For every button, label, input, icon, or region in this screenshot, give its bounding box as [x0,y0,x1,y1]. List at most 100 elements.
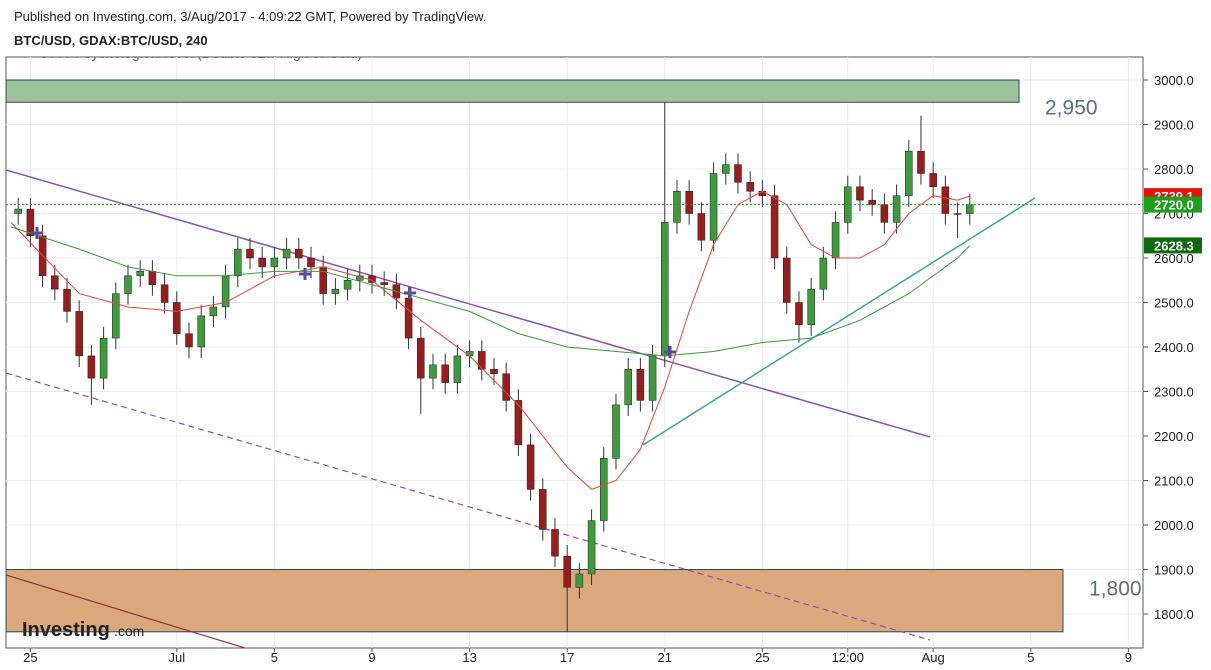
zone-label: 2,950 [1045,96,1098,119]
candle-body [758,191,767,196]
watermark-brand: Investing [22,619,110,641]
candle-body [770,195,779,259]
candle-body [734,164,742,183]
candle-body [783,257,791,303]
x-tick-label: Jul [168,650,185,665]
candle-body [624,369,632,406]
price-tag-label: 2628.3 [1154,238,1194,253]
candle-body [136,271,144,277]
candle-body [490,369,498,374]
cross-markers [31,227,676,358]
x-tick-label: 25 [23,650,37,665]
candle-body [502,373,510,401]
candle-body [648,355,657,401]
candle-body [612,404,620,459]
candle-body [331,288,340,294]
candle-body [526,444,535,490]
y-tick-label: 2800.0 [1154,162,1194,177]
candle-body [966,204,974,214]
candle-body [124,275,132,294]
plot-frame [5,56,1144,649]
candle-body [63,288,71,312]
candle-body [75,311,83,357]
candle-body [148,271,157,285]
candle-body [709,173,718,241]
candle-body [282,248,291,259]
annotation: 3000 Psychological level (Double 52w Hig… [40,45,362,61]
candle-body [173,302,181,334]
price-tag-label: 2720.0 [1154,198,1194,213]
zone-label: 1,800 [1089,578,1142,601]
candle-body [600,458,608,521]
candle-body [807,288,815,326]
candle-body [185,333,193,348]
x-tick-label: Aug [922,650,945,665]
x-tick-label: 9 [1125,650,1132,665]
trend-lines [6,169,1036,648]
candle-body [575,573,584,588]
moving-average [10,226,971,357]
x-tick-label: 17 [560,650,574,665]
y-tick-label: 2600.0 [1154,251,1194,266]
trend-line [6,372,931,641]
candle-body [941,186,950,214]
zone [6,79,1020,103]
y-tick-label: 2500.0 [1154,296,1194,311]
candle-body [197,315,205,348]
y-tick-label: 1800.0 [1154,607,1194,622]
candle-body [539,489,547,530]
x-tick-label: 21 [658,650,672,665]
x-tick-label: 13 [462,650,476,665]
candle-body [99,337,108,379]
x-tick-label: 25 [755,650,769,665]
trend-line [642,197,1036,446]
candle-body [258,257,266,268]
x-tick-label: 9 [368,650,375,665]
moving-average [10,190,970,490]
series [10,102,974,632]
candle-body [953,213,962,215]
candle-body [51,275,59,290]
candle-body [795,302,803,326]
candle-body [868,199,876,205]
candle-body [917,150,925,174]
price-tag [1144,237,1202,254]
candle-body [404,297,413,339]
price-tag [1144,196,1202,213]
candle-body [551,529,559,557]
candle-body [722,164,730,174]
candle-body [856,186,864,201]
x-tick-label: 5 [271,650,278,665]
candle-body [697,213,706,241]
x-tick-label: 12:00 [831,650,864,665]
y-tick-label: 1900.0 [1154,563,1194,578]
candle-body [929,173,937,188]
candle-body [892,195,901,223]
watermark-suffix: .com [114,623,144,639]
y-tick-label: 2400.0 [1154,340,1194,355]
candle-body [160,284,169,303]
candle-body [514,400,523,446]
candle-body [246,248,254,259]
candle-body [880,204,889,223]
candle-body [441,364,449,383]
cross-marker [299,268,311,280]
y-tick-label: 2000.0 [1154,518,1194,533]
y-tick-label: 2100.0 [1154,474,1194,489]
candle-body [417,337,425,379]
candle-body [112,293,120,339]
candle-body [819,257,828,290]
grid [6,57,1143,648]
candle-body [14,208,22,214]
zone [6,569,1064,633]
candle-body [234,248,242,277]
candle-body [295,248,303,259]
candle-body [685,191,693,214]
trend-line [6,574,246,648]
candle-body [831,222,840,259]
y-tick-label: 2200.0 [1154,429,1194,444]
candle-body [587,520,596,575]
candle-body [26,208,35,237]
